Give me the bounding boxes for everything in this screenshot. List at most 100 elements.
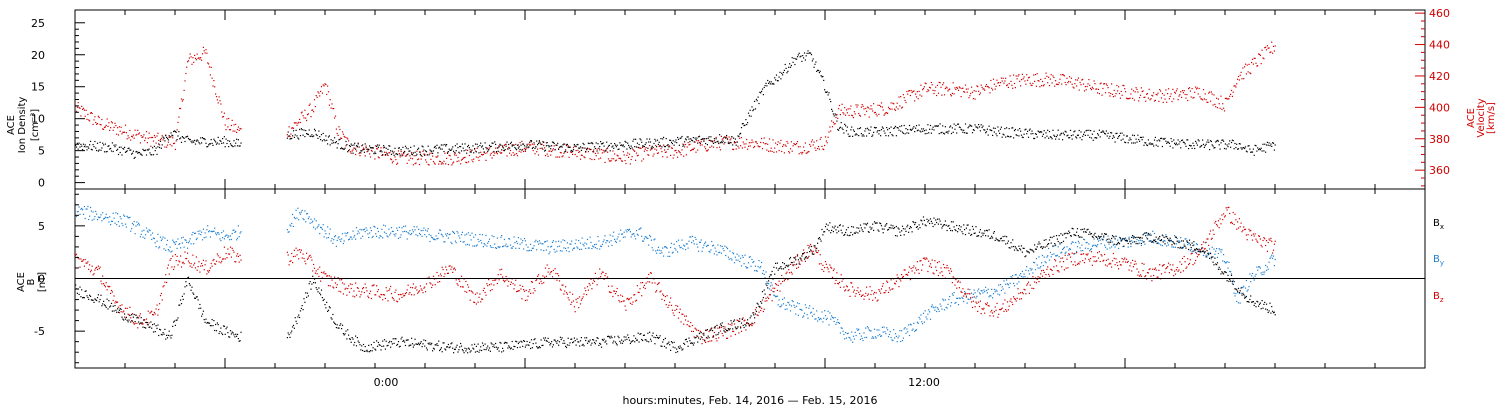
density-point: [576, 144, 578, 146]
by-point: [400, 234, 402, 236]
density-point: [1258, 149, 1260, 151]
by-points: [75, 204, 1276, 343]
velocity-point: [605, 149, 607, 151]
velocity-point: [423, 153, 425, 155]
density-point: [192, 140, 194, 142]
by-point: [1177, 241, 1179, 243]
velocity-point: [899, 105, 901, 107]
by-point: [216, 232, 218, 234]
velocity-point: [1260, 63, 1262, 65]
velocity-point: [796, 141, 799, 143]
velocity-point: [442, 163, 444, 165]
density-point: [156, 153, 158, 155]
by-point: [1179, 241, 1181, 243]
by-point: [1178, 240, 1180, 242]
velocity-point: [853, 111, 855, 113]
by-point: [598, 240, 600, 242]
by-point: [630, 236, 632, 238]
velocity-point: [776, 144, 778, 146]
bz-point: [742, 317, 744, 319]
by-point: [726, 248, 729, 250]
bz-point: [75, 253, 78, 255]
velocity-point: [1163, 94, 1165, 96]
density-point: [884, 132, 886, 134]
bz-point: [670, 297, 672, 299]
bz-point: [747, 322, 749, 324]
by-point: [885, 333, 887, 335]
bz-point: [496, 282, 498, 285]
density-point: [89, 140, 92, 142]
density-point: [1020, 134, 1023, 136]
by-point: [979, 293, 981, 295]
by-point: [758, 260, 760, 262]
density-point: [1074, 130, 1076, 132]
density-point: [846, 126, 848, 128]
density-point: [307, 133, 309, 136]
bz-point: [368, 297, 370, 299]
density-point: [845, 125, 847, 127]
bz-point: [662, 293, 664, 295]
density-point: [802, 55, 804, 57]
velocity-point: [681, 149, 683, 151]
density-point: [509, 142, 512, 145]
bz-point: [551, 271, 553, 273]
by-point: [605, 242, 607, 244]
density-point: [1159, 140, 1161, 142]
bz-point: [228, 253, 230, 255]
bz-point: [493, 284, 495, 286]
velocity-point: [82, 107, 85, 109]
velocity-point: [224, 124, 226, 126]
by-point: [980, 290, 982, 292]
by-point: [76, 211, 78, 213]
velocity-point: [926, 91, 928, 93]
by-point: [846, 333, 848, 335]
density-point: [1185, 145, 1187, 147]
velocity-point: [1099, 83, 1101, 85]
velocity-point: [462, 157, 464, 159]
velocity-point: [683, 155, 685, 157]
by-point: [481, 234, 484, 236]
by-point: [1205, 254, 1207, 256]
velocity-point: [650, 148, 652, 150]
velocity-point: [835, 116, 837, 118]
bz-point: [445, 266, 447, 268]
by-point: [1208, 252, 1210, 254]
velocity-point: [739, 137, 741, 139]
by-point: [390, 227, 393, 229]
by-point: [1269, 257, 1271, 259]
density-point: [635, 146, 638, 148]
velocity-point: [421, 155, 423, 157]
by-point: [1154, 239, 1156, 241]
by-point: [471, 232, 473, 234]
velocity-point: [1038, 80, 1040, 82]
by-point: [138, 224, 141, 226]
velocity-point: [914, 100, 916, 102]
velocity-point: [825, 140, 827, 142]
bz-point: [810, 243, 812, 246]
bz-point: [789, 272, 791, 274]
by-point: [368, 236, 370, 239]
velocity-point: [957, 87, 959, 89]
velocity-point: [912, 90, 914, 93]
by-point: [181, 242, 183, 244]
density-point: [521, 149, 523, 151]
density-point: [403, 151, 405, 154]
by-point: [145, 227, 148, 229]
bz-point: [333, 287, 335, 289]
velocity-point: [690, 150, 692, 152]
bz-point: [179, 261, 181, 263]
density-point: [216, 142, 218, 144]
bz-point: [791, 273, 793, 275]
density-point: [685, 139, 687, 141]
density-point: [890, 126, 892, 128]
density-point: [458, 151, 460, 153]
velocity-point: [292, 127, 295, 129]
density-point: [789, 66, 792, 68]
bz-point: [642, 286, 645, 288]
velocity-point: [307, 113, 309, 115]
by-point: [461, 231, 463, 233]
density-point: [657, 143, 659, 145]
by-point: [661, 252, 663, 254]
velocity-point: [895, 106, 897, 108]
bz-point: [101, 283, 103, 285]
